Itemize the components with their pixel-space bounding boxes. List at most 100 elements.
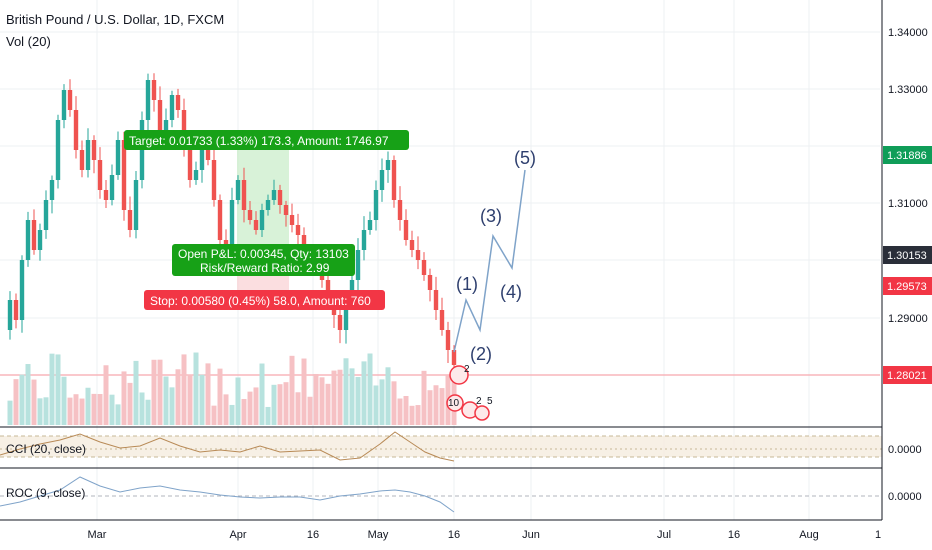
cci-label[interactable]: CCI (20, close) — [6, 442, 87, 456]
cci-line — [0, 431, 455, 462]
candle-body — [133, 180, 139, 230]
candle-body — [259, 210, 265, 230]
volume-bar — [433, 385, 439, 425]
volume-bar — [97, 394, 103, 425]
volume-bar — [217, 368, 223, 425]
volume-bars — [7, 352, 457, 425]
candle-body — [157, 100, 163, 130]
price-tick: 1.29000 — [888, 313, 928, 325]
volume-bar — [139, 392, 145, 425]
target-label: Target: 0.01733 (1.33%) 173.3, Amount: 1… — [129, 134, 389, 148]
candle-body — [211, 160, 217, 200]
volume-bar — [247, 391, 253, 425]
time-tick: Aug — [799, 529, 819, 541]
event-flag-icon[interactable] — [446, 394, 464, 412]
time-tick: Apr — [229, 529, 246, 541]
volume-bar — [199, 374, 205, 425]
wave-label-1: (1) — [456, 274, 478, 294]
event-count: 5 — [487, 396, 493, 407]
volume-bar — [73, 394, 79, 425]
candle-body — [379, 170, 385, 190]
candle-body — [217, 200, 223, 240]
volume-bar — [427, 390, 433, 425]
volume-bar — [409, 405, 415, 425]
candle-body — [295, 225, 301, 235]
volume-bar — [175, 369, 181, 425]
candle-body — [235, 180, 241, 200]
time-tick: 16 — [307, 529, 319, 541]
volume-bar — [307, 396, 313, 425]
roc-line — [0, 476, 455, 513]
time-axis[interactable]: Mar Apr 16 May 16 Jun Jul 16 Aug 1 — [88, 529, 882, 541]
volume-bar — [259, 363, 265, 425]
candle-body — [61, 90, 67, 120]
candle-body — [91, 140, 97, 160]
candle-body — [253, 220, 259, 230]
volume-bar — [85, 387, 91, 425]
volume-bar — [235, 377, 241, 425]
volume-bar — [403, 395, 409, 425]
volume-bar — [367, 353, 373, 425]
price-tick: 1.34000 — [888, 27, 928, 39]
volume-bar — [439, 388, 445, 425]
time-tick: Mar — [88, 529, 107, 541]
volume-bar — [337, 369, 343, 425]
candle-body — [355, 250, 361, 280]
elliott-wave-line[interactable] — [453, 169, 526, 353]
volume-bar — [211, 405, 217, 425]
target-label-box[interactable] — [124, 130, 409, 150]
price-badge-3: 1.28021 — [883, 366, 932, 384]
volume-bar — [253, 387, 259, 425]
candle-body — [397, 200, 403, 220]
volume-bar — [49, 353, 55, 425]
svg-text:1.28021: 1.28021 — [887, 370, 927, 382]
wave-label-4: (4) — [500, 282, 522, 302]
candle-body — [445, 330, 451, 350]
volume-bar — [265, 406, 271, 425]
candle-body — [199, 140, 205, 170]
candle-body — [19, 260, 25, 320]
candle-body — [175, 95, 181, 110]
candle-body — [415, 250, 421, 260]
event-count: 10 — [448, 398, 460, 409]
volume-bar — [391, 381, 397, 425]
symbol-title[interactable]: British Pound / U.S. Dollar, 1D, FXCM — [6, 12, 225, 27]
candle-body — [13, 300, 19, 320]
event-flag-icon[interactable] — [449, 365, 469, 385]
candle-body — [421, 260, 427, 275]
candle-body — [79, 150, 85, 170]
stop-label-box[interactable] — [144, 290, 385, 310]
candle-body — [169, 95, 175, 120]
wave-label-2: (2) — [470, 344, 492, 364]
volume-bar — [229, 404, 235, 425]
volume-bar — [181, 354, 187, 425]
time-tick: May — [368, 529, 389, 541]
volume-bar — [283, 382, 289, 425]
candle-body — [229, 200, 235, 260]
roc-label[interactable]: ROC (9, close) — [6, 486, 86, 500]
price-badge-2: 1.29573 — [883, 277, 932, 295]
cci-value: 0.0000 — [888, 444, 922, 456]
time-tick: 16 — [448, 529, 460, 541]
candle-body — [361, 230, 367, 250]
volume-bar — [133, 360, 139, 425]
candle-body — [289, 215, 295, 225]
candle-body — [121, 140, 127, 210]
svg-text:1.30153: 1.30153 — [887, 250, 927, 262]
price-axis[interactable]: 1.34000 1.33000 1.31000 1.29000 0.0000 0… — [881, 0, 928, 520]
candle-body — [277, 190, 283, 205]
volume-bar — [25, 364, 31, 425]
candle-body — [451, 350, 457, 365]
volume-label[interactable]: Vol (20) — [6, 34, 51, 49]
event-flag-icon[interactable] — [474, 405, 490, 421]
open-pnl-box[interactable] — [172, 244, 355, 276]
candle-body — [97, 160, 103, 190]
event-markers[interactable]: 2 10 2 5 — [446, 364, 493, 421]
volume-bar — [127, 382, 133, 425]
volume-bar — [289, 355, 295, 425]
candle-body — [103, 190, 109, 200]
wave-label-3: (3) — [480, 206, 502, 226]
volume-bar — [379, 379, 385, 425]
volume-bar — [373, 385, 379, 425]
